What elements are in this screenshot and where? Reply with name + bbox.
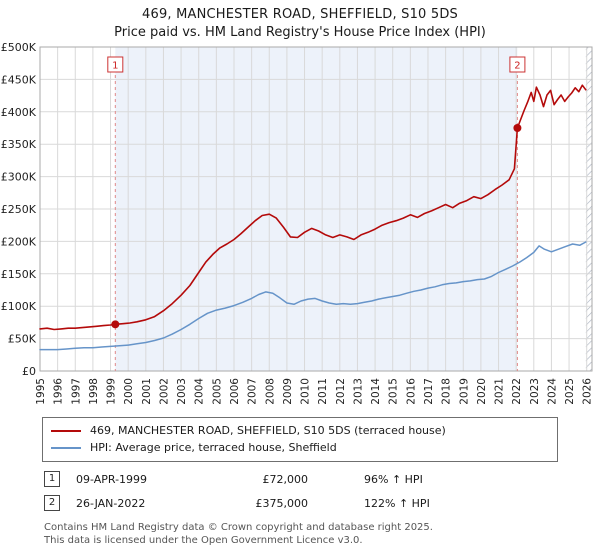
plot-border [39,46,593,372]
sale-marker-2: 2 [509,56,526,132]
transactions-table: 1 09-APR-1999 £72,000 96% ↑ HPI 2 26-JAN… [44,471,600,511]
svg-text:2014: 2014 [370,378,382,405]
page-title: 469, MANCHESTER ROAD, SHEFFIELD, S10 5DS [142,7,458,22]
legend-label-property: 469, MANCHESTER ROAD, SHEFFIELD, S10 5DS… [90,424,446,437]
svg-text:2: 2 [514,61,520,72]
transaction-2-marker-number: 2 [44,495,60,511]
property-price-line [39,84,587,331]
chart-legend: 469, MANCHESTER ROAD, SHEFFIELD, S10 5DS… [42,417,558,462]
sale-marker-1: 1 [107,56,124,329]
svg-text:£500K: £500K [1,41,37,54]
svg-text:£300K: £300K [1,171,37,184]
price-history-chart: £0 £50K £100K £150K £200K £250K £300K £350K £400… [1,41,594,405]
transaction-1-date: 09-APR-1999 [76,472,148,486]
svg-text:1997: 1997 [70,378,82,405]
svg-text:2018: 2018 [441,378,453,405]
svg-text:£100K: £100K [1,300,37,313]
svg-text:£450K: £450K [1,73,37,86]
svg-text:2010: 2010 [300,378,312,405]
svg-text:2015: 2015 [388,378,400,405]
transaction-row-1: 1 09-APR-1999 £72,000 96% ↑ HPI [44,471,600,487]
svg-text:2025: 2025 [564,378,576,405]
transaction-2-date: 26-JAN-2022 [76,496,146,510]
svg-text:2017: 2017 [423,378,435,405]
transaction-1-price: £72,000 [262,472,309,486]
svg-text:1995: 1995 [35,378,47,405]
svg-text:2004: 2004 [194,378,206,405]
page-subtitle: Price paid vs. HM Land Registry's House … [114,25,486,40]
svg-text:2020: 2020 [476,378,488,405]
transaction-2-hpi-change: 122% ↑ HPI [364,496,430,510]
svg-text:£200K: £200K [1,235,37,248]
transaction-1-hpi-change: 96% ↑ HPI [364,472,423,486]
y-axis-labels: £0 £50K £100K £150K £200K £250K £300K £350K £400… [1,41,37,378]
svg-text:1999: 1999 [106,378,118,405]
svg-text:2001: 2001 [141,378,153,405]
svg-text:2016: 2016 [405,378,417,405]
svg-text:2013: 2013 [352,378,364,405]
legend-item-property: 469, MANCHESTER ROAD, SHEFFIELD, S10 5DS… [51,422,549,439]
transaction-1-marker-number: 1 [44,471,60,487]
transaction-2-price: £375,000 [255,496,309,510]
svg-text:£250K: £250K [1,203,37,216]
svg-text:2012: 2012 [335,378,347,405]
svg-text:1996: 1996 [53,378,65,405]
svg-text:2003: 2003 [176,378,188,405]
svg-text:£400K: £400K [1,106,37,119]
property-line-swatch [51,429,81,432]
svg-text:2009: 2009 [282,378,294,405]
svg-text:£0: £0 [22,365,36,378]
svg-text:2021: 2021 [494,378,506,405]
gridlines [39,46,592,372]
svg-text:1: 1 [112,61,118,72]
svg-text:2000: 2000 [123,378,135,405]
legend-item-hpi: HPI: Average price, terraced house, Shef… [51,439,549,456]
hpi-average-line [39,241,587,351]
hpi-line-swatch [51,446,81,449]
license-note: Contains HM Land Registry data © Crown c… [44,521,600,547]
svg-text:£150K: £150K [1,268,37,281]
svg-text:£350K: £350K [1,138,37,151]
legend-label-hpi: HPI: Average price, terraced house, Shef… [90,441,337,454]
svg-text:2006: 2006 [229,378,241,405]
svg-text:2002: 2002 [158,378,170,405]
svg-text:2023: 2023 [529,378,541,405]
transaction-row-2: 2 26-JAN-2022 £375,000 122% ↑ HPI [44,495,600,511]
x-axis-labels: 1995 1996 1997 1998 1999 2000 2001 2002 2003 2004… [35,378,594,405]
svg-text:£50K: £50K [8,333,37,346]
svg-text:2008: 2008 [264,378,276,405]
svg-text:2011: 2011 [317,378,329,405]
svg-text:2019: 2019 [458,378,470,405]
svg-text:2007: 2007 [247,378,259,405]
licence-line: This data is licensed under the Open Gov… [44,535,363,546]
svg-text:2022: 2022 [511,378,523,405]
svg-text:2005: 2005 [211,378,223,405]
svg-text:2026: 2026 [582,378,594,405]
copyright-line: Contains HM Land Registry data © Crown c… [44,522,433,533]
svg-text:1998: 1998 [88,378,100,405]
svg-text:2024: 2024 [546,378,558,405]
